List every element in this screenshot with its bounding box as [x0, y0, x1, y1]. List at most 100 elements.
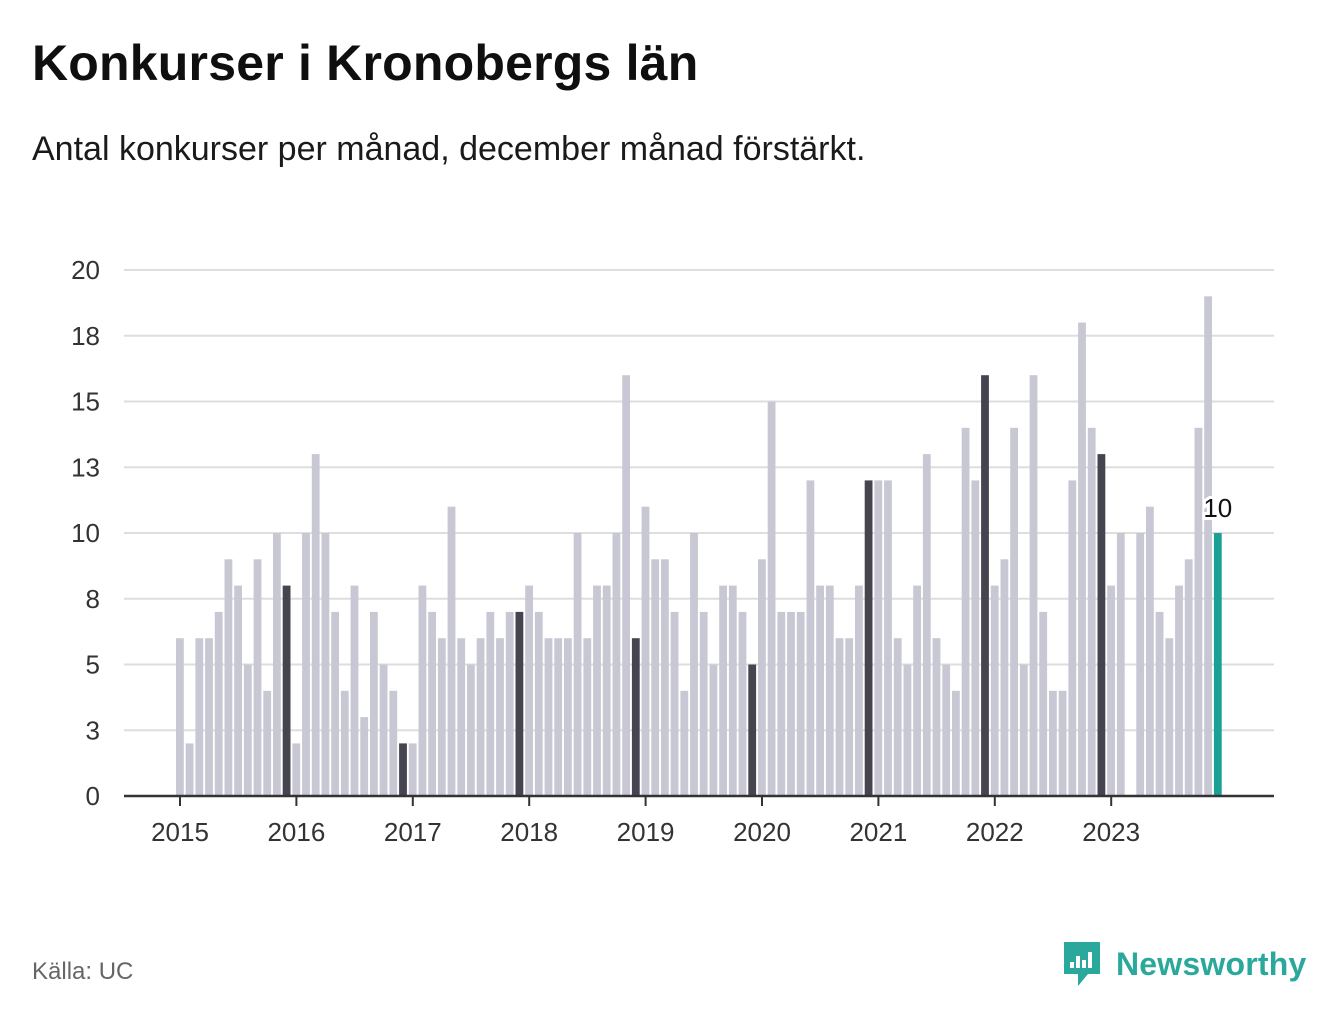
bar[interactable]	[903, 664, 912, 797]
bar[interactable]	[253, 559, 262, 796]
bar[interactable]	[1116, 533, 1125, 796]
bar[interactable]	[176, 638, 184, 796]
bar[interactable]	[360, 717, 369, 796]
bar[interactable]	[1184, 559, 1193, 796]
bar[interactable]	[505, 611, 514, 796]
bar[interactable]	[971, 480, 980, 796]
bar[interactable]	[292, 743, 301, 796]
bar[interactable]	[408, 743, 417, 796]
bar[interactable]	[990, 585, 999, 796]
bar[interactable]	[1136, 533, 1145, 796]
bar[interactable]	[1049, 690, 1057, 796]
bar[interactable]	[952, 690, 960, 796]
bar[interactable]	[699, 611, 708, 796]
bar[interactable]	[1204, 296, 1212, 796]
bar-december[interactable]	[282, 585, 291, 796]
bar[interactable]	[612, 533, 621, 796]
bar[interactable]	[379, 664, 388, 797]
bar[interactable]	[302, 533, 310, 796]
bar[interactable]	[486, 611, 495, 796]
bar[interactable]	[340, 690, 349, 796]
bar[interactable]	[1175, 585, 1183, 796]
bar[interactable]	[1194, 427, 1203, 796]
bar[interactable]	[1155, 611, 1164, 796]
bar[interactable]	[195, 638, 204, 796]
bar[interactable]	[525, 585, 533, 796]
bar[interactable]	[855, 585, 863, 796]
bar[interactable]	[457, 638, 466, 796]
bar[interactable]	[534, 611, 543, 796]
bar[interactable]	[234, 585, 242, 796]
bar[interactable]	[350, 585, 359, 796]
bar[interactable]	[205, 638, 213, 796]
bar[interactable]	[273, 533, 281, 796]
bar[interactable]	[224, 559, 233, 796]
bar[interactable]	[1019, 664, 1028, 797]
bar[interactable]	[622, 375, 630, 796]
bar[interactable]	[816, 585, 824, 796]
bar[interactable]	[825, 585, 834, 796]
bar[interactable]	[1087, 427, 1096, 796]
bar[interactable]	[437, 638, 446, 796]
bar[interactable]	[719, 585, 727, 796]
bar[interactable]	[1078, 322, 1086, 796]
bar[interactable]	[767, 401, 776, 797]
bar[interactable]	[690, 533, 698, 796]
bar-december[interactable]	[1097, 454, 1106, 796]
bar[interactable]	[787, 611, 795, 796]
bar[interactable]	[185, 743, 194, 796]
bar[interactable]	[680, 690, 689, 796]
bar[interactable]	[884, 480, 892, 796]
bar[interactable]	[651, 559, 660, 796]
bar[interactable]	[641, 506, 650, 796]
newsworthy-logo[interactable]: Newsworthy	[1062, 940, 1306, 988]
bar[interactable]	[874, 480, 883, 796]
bar[interactable]	[214, 611, 223, 796]
bar[interactable]	[893, 638, 902, 796]
bar[interactable]	[593, 585, 601, 796]
bar[interactable]	[418, 585, 427, 796]
bar[interactable]	[806, 480, 815, 796]
bar[interactable]	[709, 664, 718, 797]
bar-december[interactable]	[748, 664, 757, 797]
bar[interactable]	[321, 533, 330, 796]
bar[interactable]	[476, 638, 485, 796]
bar[interactable]	[845, 638, 854, 796]
bar[interactable]	[942, 664, 951, 797]
bar[interactable]	[602, 585, 611, 796]
bar-december[interactable]	[515, 611, 524, 796]
bar-december[interactable]	[864, 480, 873, 796]
bar[interactable]	[467, 664, 475, 797]
bar[interactable]	[1010, 427, 1018, 796]
bar[interactable]	[564, 638, 572, 796]
bar[interactable]	[243, 664, 252, 797]
bar[interactable]	[331, 611, 339, 796]
bar-december[interactable]	[631, 638, 640, 796]
bar[interactable]	[1107, 585, 1115, 796]
bar[interactable]	[583, 638, 592, 796]
bar[interactable]	[1146, 506, 1154, 796]
bar-december[interactable]	[399, 743, 407, 796]
bar[interactable]	[496, 638, 504, 796]
bar[interactable]	[796, 611, 805, 796]
bar[interactable]	[1029, 375, 1038, 796]
bar[interactable]	[263, 690, 272, 796]
bar[interactable]	[922, 454, 931, 796]
bar[interactable]	[428, 611, 436, 796]
bar[interactable]	[1000, 559, 1009, 796]
bar[interactable]	[728, 585, 737, 796]
bar[interactable]	[932, 638, 941, 796]
bar[interactable]	[389, 690, 398, 796]
bar-latest[interactable]	[1213, 533, 1222, 796]
bar[interactable]	[370, 611, 378, 796]
bar[interactable]	[661, 559, 669, 796]
bar[interactable]	[311, 454, 320, 796]
bar[interactable]	[1068, 480, 1077, 796]
bar[interactable]	[738, 611, 747, 796]
bar[interactable]	[1165, 638, 1174, 796]
bar[interactable]	[961, 427, 970, 796]
bar[interactable]	[670, 611, 679, 796]
bar[interactable]	[1039, 611, 1048, 796]
bar[interactable]	[573, 533, 582, 796]
bar[interactable]	[447, 506, 456, 796]
